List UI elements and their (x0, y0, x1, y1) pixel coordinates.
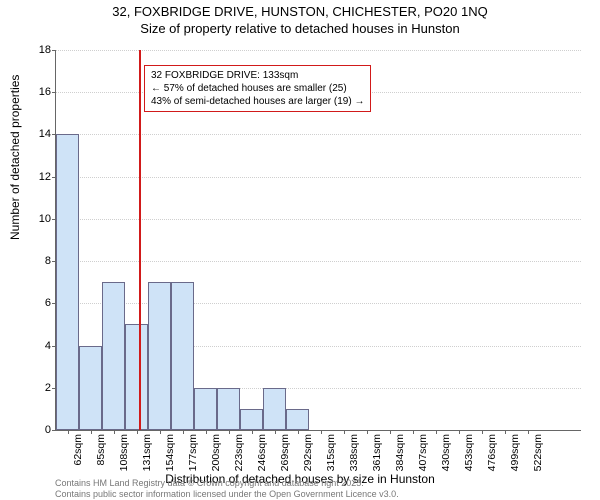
histogram-bar (79, 346, 102, 430)
histogram-bar (56, 134, 79, 430)
xtick-mark (459, 430, 460, 434)
ytick-mark (52, 430, 56, 431)
ytick-label: 4 (21, 340, 51, 352)
histogram-bar (125, 324, 148, 430)
ytick-mark (52, 92, 56, 93)
xtick-mark (321, 430, 322, 434)
xtick-label: 223sqm (233, 434, 245, 471)
xtick-label: 85sqm (95, 434, 107, 466)
footer-line2: Contains public sector information licen… (55, 489, 399, 500)
ytick-label: 8 (21, 255, 51, 267)
xtick-label: 361sqm (371, 434, 383, 471)
xtick-mark (367, 430, 368, 434)
xtick-label: 338sqm (348, 434, 360, 471)
xtick-mark (482, 430, 483, 434)
xtick-label: 407sqm (417, 434, 429, 471)
footer-line1: Contains HM Land Registry data © Crown c… (55, 478, 399, 489)
xtick-label: 499sqm (509, 434, 521, 471)
xtick-label: 200sqm (210, 434, 222, 471)
histogram-bar (171, 282, 194, 430)
xtick-mark (275, 430, 276, 434)
xtick-mark (505, 430, 506, 434)
histogram-bar (286, 409, 309, 430)
xtick-label: 315sqm (325, 434, 337, 471)
xtick-mark (436, 430, 437, 434)
histogram-bar (217, 388, 240, 430)
xtick-mark (206, 430, 207, 434)
xtick-mark (344, 430, 345, 434)
xtick-label: 292sqm (302, 434, 314, 471)
plot-region: 02468101214161862sqm85sqm108sqm131sqm154… (55, 50, 581, 431)
annotation-title: 32 FOXBRIDGE DRIVE: 133sqm (151, 69, 364, 82)
annotation-line2: 43% of semi-detached houses are larger (… (151, 95, 364, 108)
xtick-label: 246sqm (256, 434, 268, 471)
chart-area: 02468101214161862sqm85sqm108sqm131sqm154… (55, 50, 580, 430)
marker-line (139, 50, 141, 430)
xtick-mark (68, 430, 69, 434)
ytick-label: 18 (21, 44, 51, 56)
xtick-mark (298, 430, 299, 434)
xtick-mark (390, 430, 391, 434)
gridline (56, 177, 581, 178)
xtick-mark (413, 430, 414, 434)
xtick-mark (114, 430, 115, 434)
xtick-mark (137, 430, 138, 434)
histogram-bar (240, 409, 263, 430)
ytick-label: 2 (21, 382, 51, 394)
ytick-label: 12 (21, 171, 51, 183)
xtick-label: 522sqm (532, 434, 544, 471)
xtick-label: 154sqm (164, 434, 176, 471)
annotation-box: 32 FOXBRIDGE DRIVE: 133sqm← 57% of detac… (144, 65, 371, 112)
xtick-mark (229, 430, 230, 434)
title-line2: Size of property relative to detached ho… (0, 21, 600, 38)
xtick-mark (91, 430, 92, 434)
attribution-footer: Contains HM Land Registry data © Crown c… (55, 478, 399, 500)
xtick-label: 453sqm (463, 434, 475, 471)
xtick-label: 476sqm (486, 434, 498, 471)
histogram-bar (102, 282, 125, 430)
xtick-mark (183, 430, 184, 434)
annotation-line1: ← 57% of detached houses are smaller (25… (151, 82, 364, 95)
xtick-mark (160, 430, 161, 434)
xtick-label: 108sqm (118, 434, 130, 471)
xtick-label: 62sqm (72, 434, 84, 466)
ytick-label: 6 (21, 297, 51, 309)
xtick-label: 269sqm (279, 434, 291, 471)
xtick-label: 177sqm (187, 434, 199, 471)
ytick-mark (52, 50, 56, 51)
histogram-bar (263, 388, 286, 430)
histogram-bar (148, 282, 171, 430)
ytick-label: 14 (21, 128, 51, 140)
ytick-label: 0 (21, 424, 51, 436)
gridline (56, 50, 581, 51)
xtick-mark (528, 430, 529, 434)
y-axis-label: Number of detached properties (8, 75, 22, 240)
ytick-label: 10 (21, 213, 51, 225)
gridline (56, 134, 581, 135)
ytick-label: 16 (21, 86, 51, 98)
gridline (56, 303, 581, 304)
xtick-mark (252, 430, 253, 434)
xtick-label: 384sqm (394, 434, 406, 471)
xtick-label: 430sqm (440, 434, 452, 471)
gridline (56, 261, 581, 262)
gridline (56, 219, 581, 220)
histogram-bar (194, 388, 217, 430)
chart-title: 32, FOXBRIDGE DRIVE, HUNSTON, CHICHESTER… (0, 0, 600, 38)
xtick-label: 131sqm (141, 434, 153, 471)
title-line1: 32, FOXBRIDGE DRIVE, HUNSTON, CHICHESTER… (0, 4, 600, 21)
